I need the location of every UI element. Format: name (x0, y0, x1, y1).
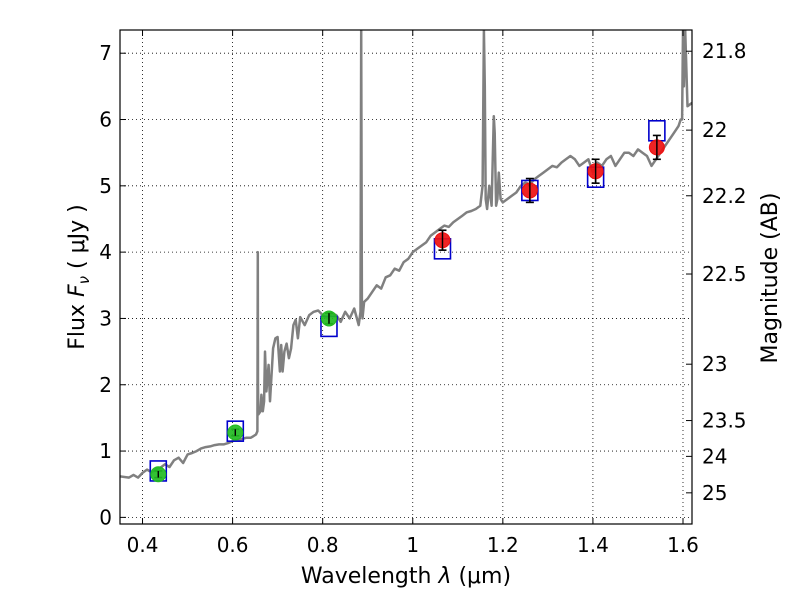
magnitude-tick-label: 25 (702, 481, 727, 505)
grid (120, 30, 692, 524)
magnitude-tick-label: 24 (702, 444, 727, 468)
x-tick-label: 1 (406, 533, 419, 557)
x-tick-label: 1.2 (487, 533, 519, 557)
x-tick-label: 0.8 (307, 533, 339, 557)
model-band-square (226, 420, 245, 442)
y-axis-ticks: 0 1 2 3 4 5 6 7 (99, 41, 126, 529)
x-axis-label: Wavelength λ (μm) (301, 564, 511, 589)
y-tick-label: 3 (99, 306, 112, 330)
y-tick-label: 0 (99, 505, 112, 529)
y-tick-label: 2 (99, 373, 112, 397)
x-axis-ticks: 0.4 0.6 0.8 1 1.2 1.4 1.6 (127, 30, 699, 557)
plot-area (120, 30, 692, 524)
x-tick-label: 1.4 (577, 533, 609, 557)
y-tick-label: 7 (99, 41, 112, 65)
magnitude-axis-label: Magnitude (AB) (758, 193, 783, 364)
y-axis-label: Flux Fν ( μJy ) (65, 204, 93, 349)
magnitude-tick-label: 21.8 (702, 39, 747, 63)
spectrum-line (120, 30, 692, 479)
x-tick-label: 0.4 (127, 533, 159, 557)
magnitude-tick-label: 22.5 (702, 262, 747, 286)
magnitude-tick-label: 22.2 (702, 184, 747, 208)
magnitude-tick-label: 23.5 (702, 409, 747, 433)
x-tick-label: 1.6 (667, 533, 699, 557)
data-markers (149, 119, 666, 483)
magnitude-tick-label: 22 (702, 118, 727, 142)
x-tick-label: 0.6 (217, 533, 249, 557)
magnitude-tick-label: 23 (702, 352, 727, 376)
y-tick-label: 1 (99, 439, 112, 463)
model-spectrum (120, 30, 692, 479)
y-tick-label: 4 (99, 240, 112, 264)
plot-frame (119, 29, 693, 525)
y-tick-label: 6 (99, 108, 112, 132)
magnitude-axis-ticks: 21.8 22 22.2 22.5 23 23.5 24 25 (686, 39, 747, 505)
y-tick-label: 5 (99, 174, 112, 198)
